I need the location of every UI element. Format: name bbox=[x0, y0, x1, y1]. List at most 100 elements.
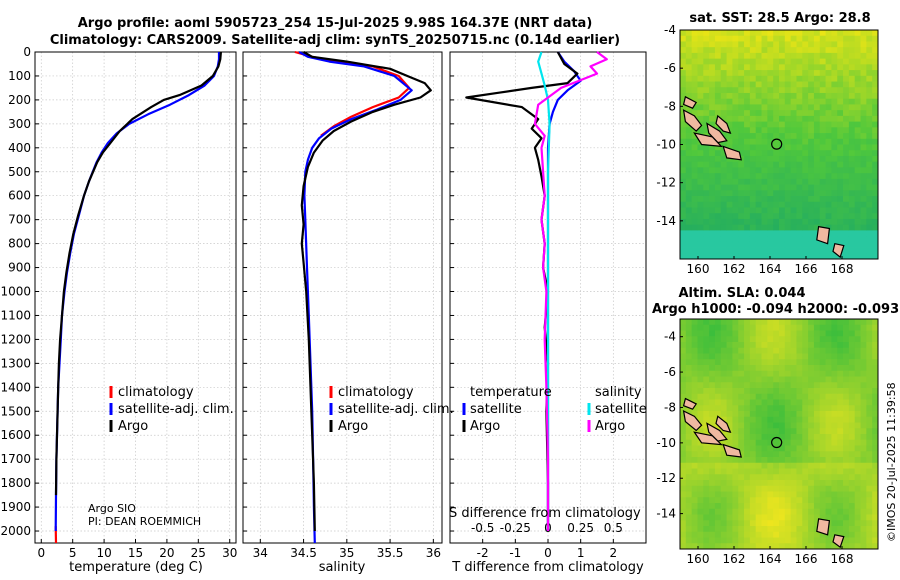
heatmap-cell bbox=[784, 196, 792, 203]
heatmap-cell bbox=[784, 462, 792, 469]
heatmap-cell bbox=[680, 416, 687, 423]
heatmap-cell bbox=[808, 230, 815, 237]
heatmap-cell bbox=[761, 445, 768, 452]
heatmap-cell bbox=[749, 405, 757, 412]
heatmap-cell bbox=[813, 121, 821, 128]
heatmap-cell bbox=[755, 359, 762, 366]
heatmap-cell bbox=[796, 213, 803, 220]
heatmap-cell bbox=[714, 474, 722, 481]
heatmap-cell bbox=[843, 324, 850, 331]
y-tick-label: 1900 bbox=[0, 500, 31, 514]
heatmap-cell bbox=[784, 543, 792, 550]
heatmap-cell bbox=[779, 520, 786, 527]
heatmap-cell bbox=[720, 353, 727, 360]
heatmap-cell bbox=[755, 508, 762, 515]
heatmap-cell bbox=[808, 241, 815, 248]
heatmap-cell bbox=[680, 30, 687, 37]
heatmap-cell bbox=[860, 388, 867, 395]
heatmap-cell bbox=[779, 537, 786, 544]
heatmap-cell bbox=[808, 35, 815, 42]
heatmap-cell bbox=[790, 508, 797, 515]
heatmap-cell bbox=[755, 365, 762, 372]
legend-header-salinity: salinity bbox=[595, 385, 642, 400]
heatmap-cell bbox=[802, 451, 809, 458]
heatmap-cell bbox=[761, 439, 768, 446]
heatmap-cell bbox=[796, 41, 803, 48]
heatmap-cell bbox=[720, 155, 727, 163]
heatmap-cell bbox=[680, 218, 687, 226]
heatmap-cell bbox=[802, 531, 809, 538]
heatmap-cell bbox=[802, 416, 809, 423]
heatmap-cell bbox=[767, 47, 774, 54]
heatmap-cell bbox=[779, 52, 786, 60]
heatmap-cell bbox=[872, 155, 879, 163]
heatmap-cell bbox=[755, 92, 762, 100]
heatmap-cell bbox=[808, 173, 815, 180]
heatmap-cell bbox=[831, 41, 838, 48]
heatmap-cell bbox=[837, 474, 844, 481]
heatmap-cell bbox=[703, 347, 710, 354]
heatmap-cell bbox=[808, 207, 815, 214]
heatmap-cell bbox=[773, 457, 780, 464]
heatmap-cell bbox=[808, 52, 815, 60]
heatmap-cell bbox=[790, 434, 797, 441]
heatmap-cell bbox=[680, 92, 687, 100]
heatmap-cell bbox=[738, 474, 745, 481]
heatmap-cell bbox=[848, 41, 856, 48]
heatmap-cell bbox=[738, 207, 745, 214]
y-tick-label: -10 bbox=[656, 436, 676, 450]
heatmap-cell bbox=[790, 184, 797, 191]
heatmap-cell bbox=[767, 376, 774, 383]
heatmap-cell bbox=[720, 47, 727, 54]
heatmap-cell bbox=[831, 35, 838, 42]
heatmap-cell bbox=[680, 468, 687, 475]
y-tick-label: 1800 bbox=[0, 476, 31, 490]
heatmap-cell bbox=[819, 190, 826, 197]
heatmap-cell bbox=[779, 531, 786, 538]
heatmap-cell bbox=[738, 87, 745, 94]
heatmap-cell bbox=[860, 47, 867, 54]
heatmap-cell bbox=[819, 70, 826, 77]
heatmap-cell bbox=[749, 439, 757, 446]
heatmap-cell bbox=[767, 330, 774, 337]
heatmap-cell bbox=[848, 370, 856, 377]
heatmap-cell bbox=[854, 359, 861, 366]
heatmap-cell bbox=[726, 213, 733, 220]
heatmap-cell bbox=[685, 241, 693, 248]
heatmap-cell bbox=[726, 416, 733, 423]
heatmap-cell bbox=[872, 526, 879, 533]
x-tick-label: 0 bbox=[37, 546, 45, 560]
heatmap-cell bbox=[843, 247, 850, 254]
heatmap-cell bbox=[848, 178, 856, 185]
heatmap-cell bbox=[773, 370, 780, 377]
heatmap-cell bbox=[744, 138, 751, 145]
heatmap-cell bbox=[819, 253, 826, 260]
heatmap-cell bbox=[813, 508, 821, 515]
heatmap-cell bbox=[779, 213, 786, 220]
heatmap-cell bbox=[697, 382, 704, 389]
heatmap-cell bbox=[720, 213, 727, 220]
heatmap-cell bbox=[779, 324, 786, 331]
heatmap-cell bbox=[848, 428, 856, 435]
heatmap-cell bbox=[866, 416, 873, 423]
heatmap-cell bbox=[744, 428, 751, 435]
heatmap-cell bbox=[738, 537, 745, 544]
heatmap-cell bbox=[697, 520, 704, 527]
heatmap-cell bbox=[808, 138, 815, 145]
heatmap-cell bbox=[732, 253, 739, 260]
heatmap-cell bbox=[714, 324, 722, 331]
heatmap-cell bbox=[819, 411, 826, 418]
heatmap-cell bbox=[837, 376, 844, 383]
heatmap-cell bbox=[697, 155, 704, 163]
heatmap-cell bbox=[732, 133, 739, 140]
heatmap-cell bbox=[738, 167, 745, 174]
heatmap-cell bbox=[802, 411, 809, 418]
heatmap-cell bbox=[779, 491, 786, 498]
heatmap-cell bbox=[802, 236, 809, 243]
heatmap-cell bbox=[825, 457, 832, 464]
y-tick-label: 1100 bbox=[0, 308, 31, 322]
heatmap-cell bbox=[738, 144, 745, 151]
heatmap-cell bbox=[866, 531, 873, 538]
heatmap-cell bbox=[697, 41, 704, 48]
